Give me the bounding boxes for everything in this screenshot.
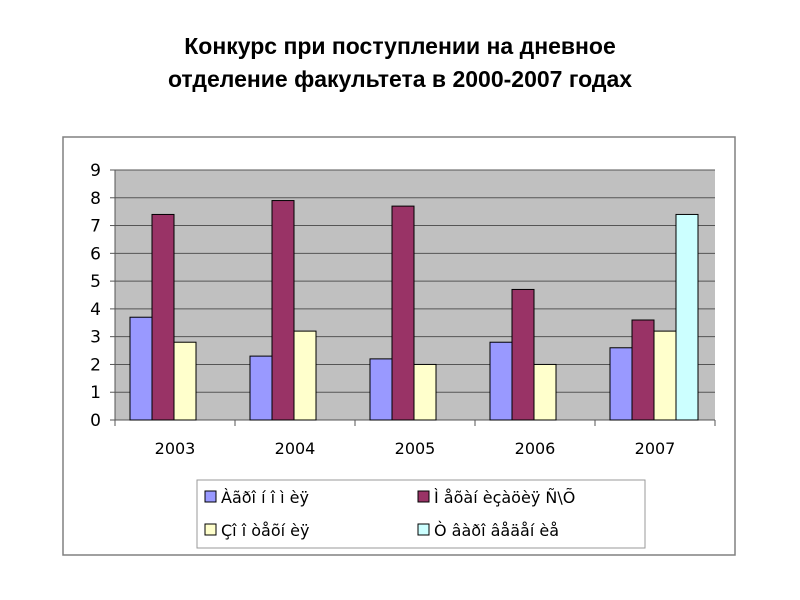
y-tick-label: 7	[90, 217, 101, 237]
legend-label: Àãðî í î ì èÿ	[221, 488, 309, 507]
y-tick-label: 8	[90, 189, 101, 209]
legend-label: Ò âàðî âåäåí èå	[434, 521, 559, 540]
bar	[249, 355, 273, 421]
y-tick-label: 2	[90, 355, 101, 375]
bar	[489, 341, 513, 421]
title-line-2: отделение факультета в 2000-2007 годах	[167, 66, 633, 92]
bar	[271, 200, 295, 421]
x-tick-label: 2005	[395, 439, 436, 458]
title-line-1: Конкурс при поступлении на дневное	[184, 33, 616, 59]
bar	[413, 363, 437, 421]
y-tick-label: 0	[90, 411, 101, 431]
x-tick-label: 2007	[635, 439, 676, 458]
bar	[293, 330, 317, 421]
chart-title: Конкурс при поступлении на дневное отдел…	[0, 30, 800, 96]
y-tick-label: 1	[90, 383, 101, 403]
y-tick-label: 4	[90, 300, 101, 320]
bar	[129, 316, 153, 421]
legend-swatch	[204, 490, 217, 503]
bar	[391, 205, 415, 421]
legend-label: Ì åõàí èçàöèÿ Ñ\Õ	[434, 488, 575, 507]
bar	[511, 288, 535, 421]
y-tick-label: 5	[90, 272, 101, 292]
y-tick-label: 6	[90, 244, 101, 264]
bar	[533, 363, 557, 421]
bar	[675, 213, 699, 421]
bar	[369, 358, 393, 421]
bar	[631, 319, 655, 421]
legend-swatch	[417, 523, 430, 536]
bar	[609, 347, 633, 421]
legend-swatch	[417, 490, 430, 503]
y-tick-label: 3	[90, 328, 101, 348]
legend-label: Çî î òåõí èÿ	[221, 521, 309, 540]
bar	[653, 330, 677, 421]
x-tick-label: 2006	[515, 439, 556, 458]
y-tick-label: 9	[90, 161, 101, 181]
x-tick-label: 2003	[155, 439, 196, 458]
x-tick-label: 2004	[275, 439, 316, 458]
bar	[173, 341, 197, 421]
bar	[151, 213, 175, 421]
legend-swatch	[204, 523, 217, 536]
